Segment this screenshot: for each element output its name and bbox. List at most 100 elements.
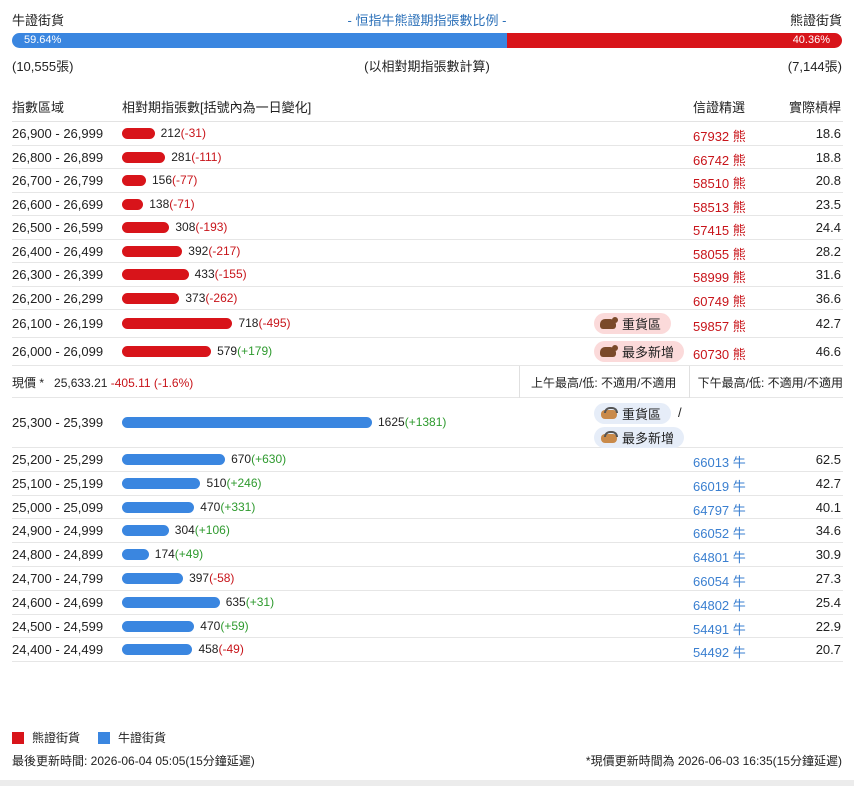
warrant-code-link[interactable]: 58513 熊: [693, 199, 746, 215]
warrant-code-link[interactable]: 64802 牛: [693, 597, 746, 613]
bull-contracts-bar: [122, 477, 201, 489]
last-update-time: 最後更新時間: 2026-06-04 05:05(15分鐘延遲): [12, 754, 255, 768]
daily-change: (+179): [237, 344, 273, 358]
warrant-code-link[interactable]: 58999 熊: [693, 270, 746, 285]
bull-percentage: 59.64%: [24, 34, 62, 46]
bull-contracts-bar: [122, 644, 193, 656]
warrant-code-link[interactable]: 66052 牛: [693, 526, 746, 542]
warrant-code-link[interactable]: 67932 熊: [693, 129, 746, 144]
warrant-code-link[interactable]: 66054 牛: [693, 573, 746, 589]
ratio-bull-segment: 59.64%: [12, 33, 507, 48]
warrant-code-link[interactable]: 64801 牛: [693, 550, 746, 566]
most-new-tag-label: 最多新增: [622, 345, 675, 360]
price-update-time: *現價更新時間為 2026-06-03 16:35(15分鐘延遲): [585, 754, 842, 768]
contracts-value: 470(+331): [200, 500, 255, 514]
contracts-count: 433: [194, 267, 215, 281]
distribution-table: 指數區域 相對期指張數[括號內為一日變化] 信證精選 實際槓桿 26,900 -…: [12, 94, 843, 663]
daily-change: (+246): [226, 475, 262, 490]
daily-change: (-111): [191, 149, 222, 164]
daily-change: (-77): [172, 173, 198, 187]
effective-leverage: 31.6: [815, 267, 841, 282]
contracts-count: 1625: [378, 415, 405, 429]
table-row: 25,100 - 25,199 510(+246) 66019 牛 42.7: [12, 472, 843, 496]
bottom-edge: [0, 780, 854, 786]
bear-legend-label: 熊證街貨: [32, 731, 81, 745]
bull-icon: [600, 431, 618, 444]
daily-change: (-193): [195, 220, 228, 234]
bull-contracts-bar: [122, 417, 372, 428]
table-row: 24,900 - 24,999 304(+106) 66052 牛 34.6: [12, 519, 843, 544]
bear-label: 熊證街貨: [789, 13, 842, 28]
effective-leverage: 42.7: [815, 316, 841, 331]
index-range: 26,400 - 26,499: [12, 243, 104, 259]
table-row: 26,500 - 26,599 308(-193) 57415 熊 24.4: [12, 216, 843, 240]
bear-contracts-bar: [122, 346, 212, 357]
index-range: 24,800 - 24,899: [12, 547, 104, 563]
bear-legend-swatch: [12, 731, 24, 744]
contracts-count: 304: [174, 523, 195, 538]
heavy-zone-tag-label: 重貨區: [622, 407, 662, 422]
warrant-code-link[interactable]: 64797 牛: [693, 502, 746, 518]
index-range: 25,200 - 25,299: [12, 452, 104, 467]
bear-icon: [600, 317, 618, 330]
index-range: 26,300 - 26,399: [12, 267, 104, 282]
contracts-count: 510: [206, 475, 227, 490]
daily-change: (+630): [251, 452, 287, 466]
warrant-code-link[interactable]: 54491 牛: [693, 621, 746, 637]
contracts-value: 670(+630): [231, 452, 286, 466]
index-range: 24,700 - 24,799: [12, 570, 104, 586]
index-range: 25,100 - 25,199: [12, 475, 104, 491]
contracts-count: 718: [238, 316, 259, 330]
daily-change: (-155): [214, 267, 247, 281]
bull-contracts-bar: [122, 454, 226, 465]
warrant-code-link[interactable]: 66742 熊: [693, 152, 746, 168]
effective-leverage: 62.5: [815, 452, 841, 467]
index-range: 26,800 - 26,899: [12, 149, 104, 165]
contracts-count: 138: [149, 196, 170, 211]
contracts-count: 458: [198, 642, 219, 657]
column-leverage: 實際槓桿: [788, 100, 841, 115]
warrant-code-link[interactable]: 58510 熊: [693, 176, 746, 191]
contracts-value: 470(+59): [200, 619, 248, 633]
warrant-code-link[interactable]: 54492 牛: [693, 645, 746, 661]
bear-contracts-bar: [122, 151, 166, 163]
index-range: 24,500 - 24,599: [12, 618, 104, 634]
bull-label: 牛證街貨: [12, 13, 65, 28]
warrant-code-link[interactable]: 57415 熊: [693, 223, 746, 238]
warrant-code-link[interactable]: 60730 熊: [693, 347, 746, 362]
contracts-count: 392: [188, 243, 209, 258]
effective-leverage: 20.7: [815, 642, 841, 658]
bear-contracts-bar: [122, 175, 146, 186]
contracts-count: 308: [175, 220, 196, 234]
contracts-value: 156(-77): [152, 173, 197, 187]
index-range: 26,200 - 26,299: [12, 290, 104, 306]
am-high-low: 上午最高/低: 不適用/不適用: [531, 376, 677, 390]
contracts-value: 1625(+1381): [378, 415, 446, 429]
contracts-value: 308(-193): [175, 220, 227, 234]
warrant-code-link[interactable]: 66019 牛: [693, 478, 746, 494]
divider: [519, 366, 520, 398]
warrant-code-link[interactable]: 66013 牛: [693, 455, 746, 470]
table-row: 26,400 - 26,499 392(-217) 58055 熊 28.2: [12, 240, 843, 263]
legend: 熊證街貨 牛證街貨: [12, 729, 166, 746]
warrant-code-link[interactable]: 58055 熊: [693, 246, 746, 262]
warrant-code-link[interactable]: 59857 熊: [693, 319, 746, 334]
current-price: 現價 * 25,633.21 -405.11 (-1.6%): [12, 374, 193, 391]
contracts-value: 635(+31): [226, 595, 274, 609]
effective-leverage: 30.9: [815, 547, 841, 563]
contracts-value: 373(-262): [185, 291, 237, 305]
effective-leverage: 42.7: [815, 475, 841, 491]
daily-change: (-58): [209, 570, 235, 585]
index-range: 25,000 - 25,099: [12, 499, 104, 515]
index-range: 26,100 - 26,199: [12, 316, 104, 331]
table-row: 26,100 - 26,199 718(-495) 59857 熊 42.7 重貨區: [12, 310, 843, 338]
ratio-bear-segment: 40.36%: [507, 33, 842, 48]
index-range: 26,500 - 26,599: [12, 220, 104, 235]
ratio-bar: 59.64% 40.36%: [12, 33, 842, 48]
table-row: 25,300 - 25,399 1625(+1381) 重貨區 / 最多新增: [12, 398, 843, 448]
warrant-code-link[interactable]: 60749 熊: [693, 293, 746, 309]
index-range: 26,600 - 26,699: [12, 196, 104, 212]
contracts-count: 397: [189, 570, 210, 585]
column-contracts: 相對期指張數[括號內為一日變化]: [122, 100, 312, 115]
